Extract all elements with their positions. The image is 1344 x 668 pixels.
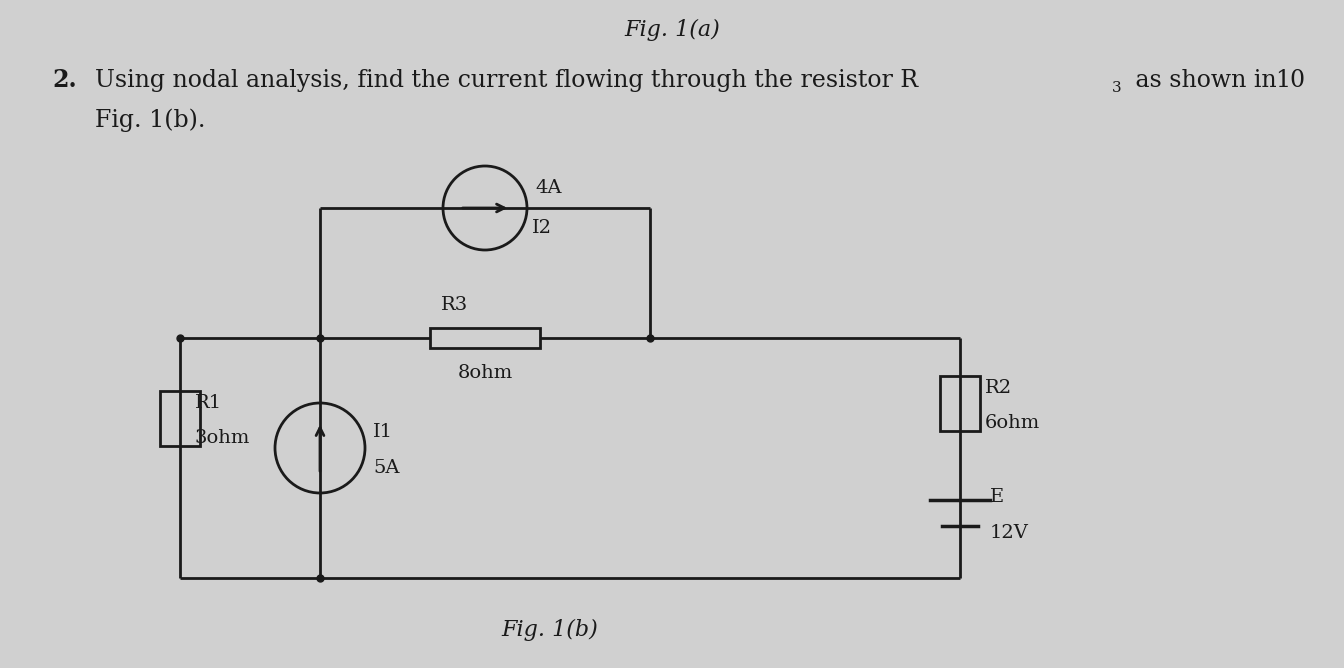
Text: 3: 3 [1111,81,1122,95]
Circle shape [276,403,366,493]
Bar [939,375,980,430]
Text: I1: I1 [374,423,392,441]
Text: 10: 10 [1275,69,1305,92]
Text: R2: R2 [985,379,1012,397]
Text: Using nodal analysis, find the current flowing through the resistor R: Using nodal analysis, find the current f… [95,69,918,92]
Text: 3ohm: 3ohm [195,429,250,447]
Text: 12V: 12V [991,524,1030,542]
Text: Fig. 1(b): Fig. 1(b) [501,619,598,641]
Text: Fig. 1(b).: Fig. 1(b). [95,108,206,132]
Text: I2: I2 [532,219,552,237]
Text: E: E [991,488,1004,506]
Text: 8ohm: 8ohm [457,364,512,382]
Text: 5A: 5A [374,459,399,477]
Text: R1: R1 [195,394,222,412]
Text: 4A: 4A [535,179,562,197]
Text: R3: R3 [441,296,469,314]
Bar [160,391,200,446]
Circle shape [444,166,527,250]
Text: as shown in: as shown in [1128,69,1277,92]
Text: Fig. 1(a): Fig. 1(a) [624,19,720,41]
Text: 2.: 2. [52,68,77,92]
Text: 6ohm: 6ohm [985,414,1040,432]
Bar [430,328,540,348]
